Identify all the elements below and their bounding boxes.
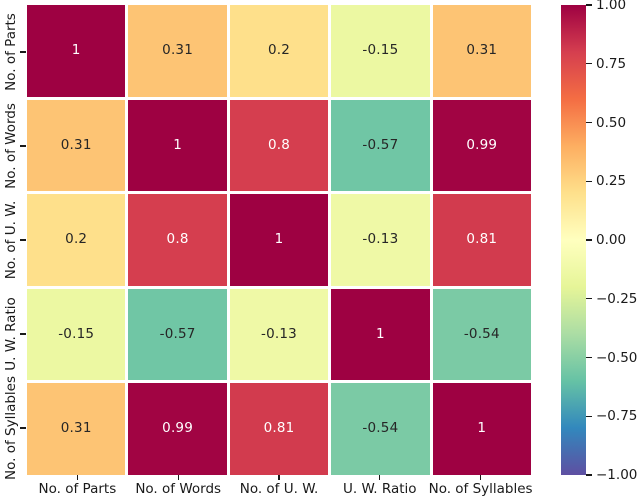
cell-annotation: 1	[375, 325, 385, 342]
y-axis-tick	[20, 427, 26, 429]
colorbar-tick-label: 0.50	[596, 114, 627, 131]
y-axis-tick	[20, 333, 26, 335]
heatmap-cell: 0.2	[229, 5, 329, 97]
heatmap-cell: -0.54	[331, 383, 430, 475]
heatmap-cell: 1	[229, 194, 329, 286]
y-axis-tick	[20, 239, 26, 241]
heatmap-cell: 0.31	[27, 99, 126, 192]
heatmap-cell: -0.57	[128, 288, 227, 381]
cell-annotation: 1	[274, 231, 284, 248]
cell-annotation: 1	[71, 42, 81, 59]
cell-annotation: -0.57	[362, 136, 399, 153]
heatmap-cell: 0.8	[229, 99, 329, 192]
colorbar-tick	[586, 356, 592, 359]
heatmap-cell: -0.57	[331, 99, 430, 192]
heatmap-cell: 1	[331, 288, 430, 381]
colorbar-tick-label: −0.25	[596, 290, 638, 307]
cell-annotation: 1	[477, 420, 487, 437]
y-tick-label: No. of U. W.	[3, 200, 19, 280]
cell-annotation: 0.31	[60, 420, 92, 437]
cell-annotation: 0.31	[162, 42, 194, 59]
heatmap-cell: 0.31	[27, 383, 126, 475]
colorbar-tick	[586, 121, 592, 124]
heatmap-cell: 0.99	[432, 99, 531, 192]
heatmap-cell: -0.13	[331, 194, 430, 286]
heatmap-cell: -0.13	[229, 288, 329, 381]
colorbar-tick	[586, 63, 592, 65]
heatmap-cell: 0.2	[27, 194, 126, 286]
cell-annotation: -0.54	[463, 325, 500, 342]
cell-annotation: 0.2	[267, 42, 291, 59]
x-tick-label: No. of Parts	[38, 481, 117, 496]
cell-annotation: 0.81	[263, 420, 295, 437]
x-axis-tick	[479, 475, 482, 480]
y-tick-label: No. of Parts	[3, 13, 19, 91]
heatmap-cell: 1	[432, 383, 531, 475]
colorbar-tick	[586, 239, 592, 241]
colorbar-tick	[586, 298, 592, 300]
heatmap-cell: -0.15	[331, 5, 430, 97]
x-tick-label: No. of Words	[135, 481, 222, 496]
y-tick-label: No. of Syllables	[3, 376, 19, 480]
heatmap-cell: -0.15	[27, 288, 126, 381]
x-tick-label: U. W. Ratio	[343, 481, 417, 496]
y-axis-tick	[20, 145, 26, 147]
heatmap-cell: 0.99	[128, 383, 227, 475]
x-axis-tick	[76, 475, 79, 480]
y-tick-label: U. W. Ratio	[3, 297, 19, 371]
cell-annotation: -0.15	[362, 42, 399, 59]
cell-annotation: 0.99	[466, 136, 498, 153]
colorbar-tick	[586, 474, 592, 476]
cell-annotation: 0.8	[267, 136, 291, 153]
y-axis-tick	[20, 51, 26, 53]
cell-annotation: -0.57	[159, 325, 196, 342]
x-tick-label: No. of Syllables	[428, 481, 533, 496]
cell-annotation: -0.15	[58, 325, 95, 342]
colorbar-gradient	[561, 5, 586, 475]
x-tick-label: No. of U. W.	[239, 481, 319, 496]
cell-annotation: -0.54	[362, 420, 399, 437]
colorbar-tick-label: −0.75	[596, 408, 638, 425]
colorbar-tick-label: −1.00	[596, 467, 638, 483]
heatmap-cell: 1	[128, 99, 227, 192]
cell-annotation: 0.81	[466, 231, 498, 248]
colorbar-tick-label: 1.00	[596, 0, 627, 13]
colorbar-tick	[586, 415, 592, 417]
heatmap-cell: 0.31	[432, 5, 531, 97]
cell-annotation: 0.31	[60, 136, 92, 153]
cell-annotation: 1	[173, 136, 182, 153]
colorbar-tick-label: 0.00	[596, 232, 627, 248]
colorbar-tick	[586, 180, 592, 182]
cell-annotation: 0.8	[166, 231, 189, 248]
cell-annotation: -0.13	[261, 325, 297, 342]
heatmap-grid: 1 0.31 0.2 -0.15 0.31 0.31 1 0.8 -0.57 0.99 0.2 0.8…	[27, 5, 531, 475]
colorbar-tick-label: −0.50	[596, 349, 638, 366]
cell-annotation: -0.13	[362, 231, 399, 248]
cell-annotation: 0.99	[162, 420, 194, 437]
colorbar-tick-label: 0.25	[596, 173, 627, 190]
colorbar-tick	[586, 4, 592, 6]
y-tick-label: No. of Words	[3, 103, 19, 189]
heatmap-cell: 0.8	[128, 194, 227, 286]
cell-annotation: 0.2	[65, 231, 88, 248]
cell-annotation: 0.31	[466, 42, 498, 59]
x-axis-tick	[278, 475, 280, 480]
heatmap-cell: 0.31	[128, 5, 227, 97]
heatmap-cell: 0.81	[432, 194, 531, 286]
x-axis-tick	[379, 475, 381, 480]
heatmap-cell: 1	[27, 5, 126, 97]
heatmap-cell: 0.81	[229, 383, 329, 475]
heatmap-cell: -0.54	[432, 288, 531, 381]
colorbar-tick-label: 0.75	[596, 55, 627, 72]
x-axis-tick	[177, 475, 179, 480]
